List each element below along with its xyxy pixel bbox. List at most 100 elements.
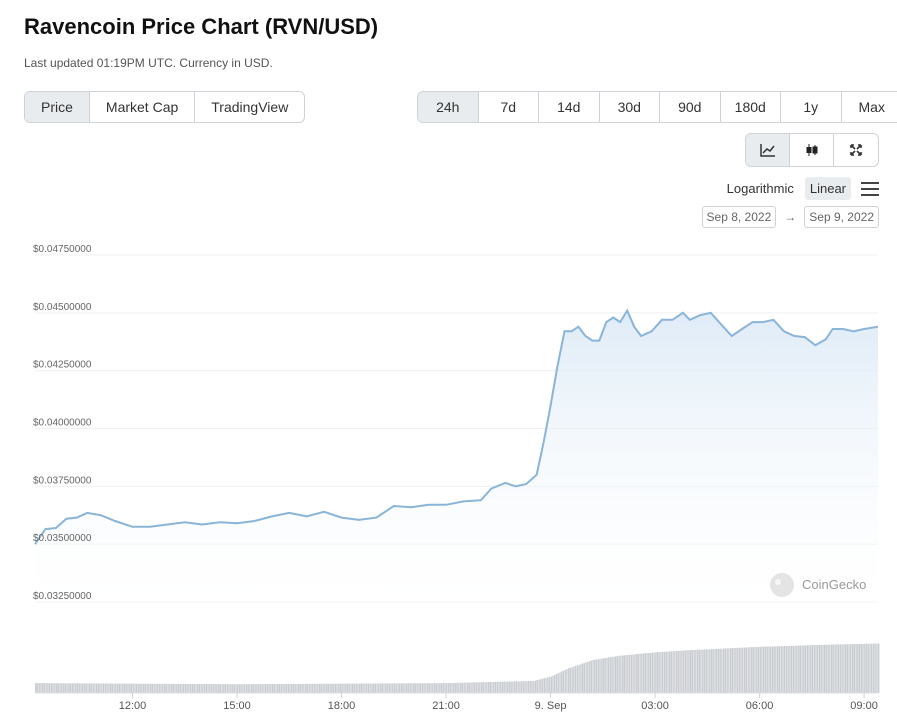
- volume-bar: [716, 648, 718, 693]
- volume-bar: [432, 683, 434, 693]
- fullscreen-icon: [850, 144, 862, 156]
- range-max-button[interactable]: Max: [858, 99, 885, 115]
- volume-bar: [261, 684, 263, 693]
- range-7d-button[interactable]: 7d: [479, 92, 539, 122]
- volume-bar: [76, 683, 79, 693]
- volume-bar: [874, 643, 876, 693]
- volume-bar: [212, 684, 215, 693]
- volume-bar: [714, 648, 716, 693]
- volume-bar: [385, 683, 387, 693]
- volume-bar: [510, 681, 512, 693]
- volume-bar: [754, 647, 756, 693]
- range-24h-button[interactable]: 24h: [418, 92, 479, 122]
- volume-bar: [40, 683, 42, 693]
- volume-bar: [75, 683, 77, 693]
- volume-bar: [193, 684, 195, 693]
- volume-bar: [641, 653, 643, 693]
- volume-bar: [580, 664, 582, 693]
- range-1y-button[interactable]: 1y: [781, 92, 842, 122]
- date-from-input[interactable]: Sep 8, 2022: [701, 206, 777, 228]
- volume-bar: [696, 649, 699, 693]
- volume-bar: [733, 648, 735, 693]
- volume-bar: [324, 683, 326, 693]
- volume-bar: [503, 681, 505, 693]
- volume-bar: [514, 681, 516, 693]
- volume-bar: [348, 683, 350, 693]
- volume-bar: [89, 683, 91, 693]
- volume-bar: [383, 683, 385, 693]
- tab-market-cap[interactable]: Market Cap: [90, 92, 196, 122]
- volume-bar: [702, 649, 704, 693]
- tab-tradingview[interactable]: TradingView: [211, 99, 289, 115]
- tab-price[interactable]: Price: [25, 92, 90, 122]
- volume-bar: [162, 683, 164, 693]
- volume-bar: [486, 682, 488, 693]
- volume-bar: [519, 681, 521, 693]
- volume-bar: [583, 662, 585, 693]
- volume-bar: [564, 669, 566, 693]
- volume-bar: [770, 646, 772, 693]
- x-tick-label: 21:00: [432, 700, 460, 712]
- volume-bar: [568, 668, 570, 693]
- volume-bar: [540, 679, 542, 693]
- volume-bar: [827, 644, 829, 693]
- volume-bar: [601, 658, 603, 693]
- range-30d-button[interactable]: 30d: [600, 92, 660, 122]
- volume-bar: [331, 683, 333, 693]
- line-chart-button[interactable]: [746, 134, 790, 166]
- volume-bar: [482, 682, 484, 693]
- volume-bar: [317, 683, 319, 693]
- volume-bar: [230, 684, 232, 693]
- range-90d-button[interactable]: 90d: [660, 92, 721, 122]
- fullscreen-button[interactable]: [834, 134, 878, 166]
- volume-bar: [832, 644, 835, 693]
- volume-bar: [649, 652, 652, 693]
- volume-bar: [686, 650, 688, 693]
- volume-bar: [404, 683, 406, 693]
- volume-bar: [270, 684, 272, 693]
- volume-bar: [743, 647, 746, 693]
- volume-bar: [82, 683, 84, 693]
- volume-bar: [559, 672, 561, 693]
- volume-bar: [292, 683, 295, 693]
- volume-bar: [183, 683, 185, 693]
- volume-bar: [602, 658, 605, 693]
- linear-toggle[interactable]: Linear: [804, 177, 851, 200]
- volume-bar: [731, 648, 734, 693]
- volume-bar: [416, 683, 418, 693]
- date-to-input[interactable]: Sep 9, 2022: [804, 206, 879, 228]
- volume-bar: [311, 683, 314, 693]
- volume-bar: [372, 683, 375, 693]
- volume-bar: [116, 683, 119, 693]
- volume-bar: [780, 646, 782, 693]
- volume-bar: [822, 644, 824, 693]
- volume-bar: [700, 649, 702, 693]
- volume-bar: [170, 683, 173, 693]
- range-14d-button[interactable]: 14d: [539, 92, 600, 122]
- volume-bar: [266, 684, 269, 693]
- volume-bar: [444, 683, 446, 693]
- volume-bar: [475, 682, 478, 693]
- volume-bar: [599, 658, 601, 693]
- volume-bar: [223, 684, 225, 693]
- volume-bar: [665, 651, 667, 693]
- volume-bar: [94, 683, 96, 693]
- volume-bar: [345, 683, 347, 693]
- candlestick-button[interactable]: [790, 134, 834, 166]
- volume-bar: [571, 667, 573, 693]
- volume-bar: [198, 684, 201, 693]
- volume-bar: [451, 683, 453, 693]
- volume-bar: [59, 683, 61, 693]
- price-area-fill: [35, 310, 878, 602]
- range-180d-button[interactable]: 180d: [721, 92, 781, 122]
- menu-icon[interactable]: [861, 181, 879, 196]
- volume-bar: [862, 643, 864, 693]
- logarithmic-toggle[interactable]: Logarithmic: [726, 181, 794, 196]
- volume-bar: [454, 682, 457, 693]
- volume-bar: [318, 683, 321, 693]
- candlestick-icon: [806, 144, 817, 156]
- volume-bar: [775, 646, 777, 693]
- volume-bar: [115, 683, 117, 693]
- volume-bar: [736, 647, 739, 693]
- volume-bar: [839, 644, 842, 693]
